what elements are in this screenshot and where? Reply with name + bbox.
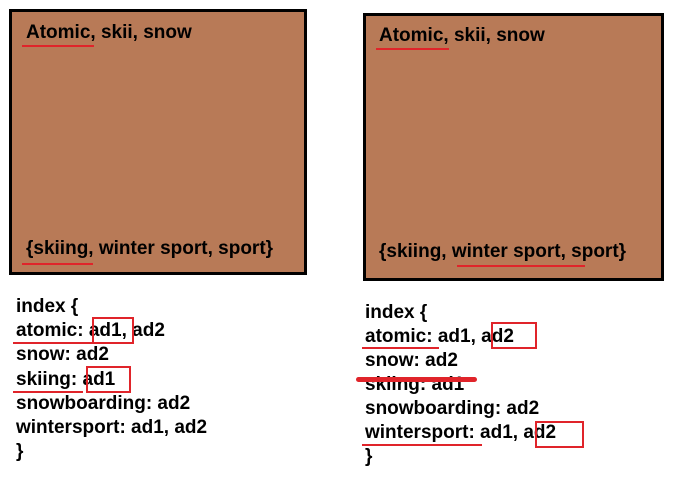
right-ad-keywords: Atomic, skii, snow: [379, 25, 545, 46]
right-index-strikethrough-skiing: [356, 377, 477, 382]
right-underline-winter-sport: [457, 265, 585, 267]
left-ad-keywords: Atomic, skii, snow: [26, 22, 192, 43]
right-index-open: index {: [365, 302, 428, 323]
left-index-row-snowboarding: snowboarding: ad2: [16, 393, 191, 414]
left-index-row-snow: snow: ad2: [16, 344, 109, 365]
left-index-row-atomic: atomic: ad1, ad2: [16, 320, 165, 341]
left-index-underline-atomic: [13, 342, 92, 344]
left-ad-categories: {skiing, winter sport, sport}: [26, 238, 274, 259]
left-index-highlight-ad1-skiing: [86, 366, 131, 393]
right-underline-atomic: [376, 48, 449, 50]
left-index-row-wintersport: wintersport: ad1, ad2: [16, 417, 208, 438]
right-ad-categories: {skiing, winter sport, sport}: [379, 241, 627, 262]
left-underline-atomic: [22, 45, 94, 47]
right-ad-box: [363, 13, 664, 281]
right-index-row-snowboarding: snowboarding: ad2: [365, 398, 540, 419]
right-index-row-atomic: atomic: ad1, ad2: [365, 326, 514, 347]
left-index-close: }: [16, 441, 24, 462]
right-index-underline-wintersport: [362, 444, 482, 446]
left-index-highlight-ad1: [92, 317, 134, 344]
left-index-underline-skiing: [13, 391, 83, 393]
right-index-highlight-ad2: [491, 322, 537, 349]
left-ad-box: [9, 9, 307, 275]
right-index-row-snow: snow: ad2: [365, 350, 458, 371]
right-index-highlight-ad2-wintersport: [535, 421, 584, 448]
left-underline-skiing: [22, 263, 93, 265]
left-index-row-skiing: skiing: ad1: [16, 369, 116, 390]
right-index-row-wintersport: wintersport: ad1, ad2: [365, 422, 557, 443]
left-index-open: index {: [16, 296, 79, 317]
right-index-close: }: [365, 446, 373, 467]
right-index-underline-atomic: [362, 347, 439, 349]
